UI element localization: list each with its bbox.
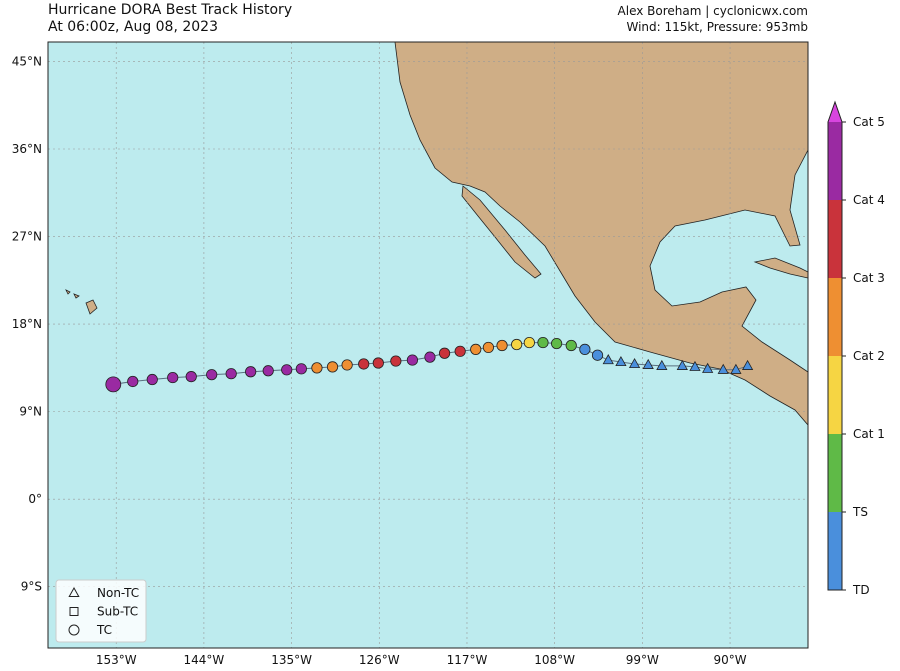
track-point (424, 351, 436, 363)
track-point (702, 362, 714, 373)
track-point (406, 354, 419, 366)
legend-symbol (68, 586, 80, 597)
colorbar-label: Cat 5 (853, 115, 885, 129)
x-tick-label: 153°W (96, 653, 137, 667)
legend-label: Sub-TC (97, 605, 138, 619)
track-point (311, 362, 323, 374)
track-point (295, 363, 307, 375)
track-point (146, 373, 158, 386)
track-point (628, 357, 641, 369)
track-point (730, 363, 742, 374)
x-tick-label: 126°W (359, 653, 400, 667)
track-point (656, 359, 668, 370)
y-tick-label: 9°N (19, 405, 42, 419)
track-point (372, 357, 384, 369)
y-tick-label: 45°N (12, 54, 42, 68)
track-point (326, 361, 339, 373)
track-point (741, 359, 754, 370)
track-point (245, 366, 257, 378)
x-tick-label: 144°W (184, 653, 225, 667)
track-point (615, 356, 627, 367)
track-point (206, 369, 218, 381)
status: Wind: 115kt, Pressure: 953mb (626, 20, 808, 34)
subtitle: At 06:00z, Aug 08, 2023 (48, 19, 218, 35)
colorbar-label: Cat 2 (853, 349, 885, 363)
colorbar: TD TS Cat 1 Cat 2 Cat 3 Cat 4 Cat 5 (827, 100, 885, 597)
legend-label: TC (96, 623, 112, 637)
track-point (127, 375, 139, 388)
grid (48, 42, 808, 648)
title: Hurricane DORA Best Track History (48, 2, 292, 18)
track-point (642, 358, 654, 369)
y-tick-label: 0° (28, 492, 42, 506)
hawaii (85, 299, 98, 315)
colorbar-extension (828, 102, 842, 122)
legend-symbol (68, 624, 80, 636)
track (105, 336, 754, 393)
track-point (537, 336, 549, 349)
y-tick-label: 18°N (12, 317, 42, 331)
track-point (454, 345, 466, 357)
track-point (523, 336, 535, 349)
track-point (689, 360, 701, 371)
track-point (167, 371, 179, 384)
colorbar-label: TD (852, 583, 870, 597)
y-tick-label: 27°N (12, 230, 42, 244)
track-point (551, 337, 563, 350)
colorbar-label: Cat 4 (853, 193, 885, 207)
x-tick-label: 108°W (534, 653, 575, 667)
track-point (262, 365, 274, 377)
track-point (565, 339, 577, 352)
track-point (717, 363, 729, 374)
map-frame (47, 41, 809, 649)
track-point (358, 358, 370, 370)
track-point (591, 349, 604, 361)
colorbar-label: TS (852, 505, 868, 519)
colorbar-segment (828, 512, 842, 590)
legend: Non-TC Sub-TC TC (55, 579, 147, 643)
track-point (185, 371, 197, 383)
y-tick-label: 36°N (12, 142, 42, 156)
track-point (438, 347, 451, 359)
colorbar-label: Cat 1 (853, 427, 885, 441)
track-point (496, 339, 508, 352)
y-tick-label: 9°S (21, 580, 42, 594)
colorbar-segment (828, 434, 842, 512)
colorbar-segment (828, 200, 842, 278)
colorbar-label: Cat 3 (853, 271, 885, 285)
legend-symbol (69, 607, 79, 616)
track-point (390, 355, 402, 367)
hawaii-islets (65, 289, 80, 299)
land (65, 41, 809, 427)
track-point (341, 359, 353, 371)
colorbar-outline (827, 100, 843, 591)
track-point (105, 376, 122, 393)
colorbar-segment (828, 278, 842, 356)
x-tick-label: 117°W (447, 653, 488, 667)
x-tick-label: 135°W (271, 653, 312, 667)
track-point (470, 343, 482, 355)
track-point (482, 341, 495, 354)
baja (461, 185, 542, 279)
track-point (579, 343, 591, 355)
colorbar-segment (828, 356, 842, 434)
track-point (676, 359, 688, 370)
track-point (511, 338, 523, 351)
track-point (602, 354, 614, 365)
x-tick-label: 99°W (626, 653, 659, 667)
legend-label: Non-TC (97, 586, 139, 600)
track-point (281, 364, 293, 376)
x-tick-label: 90°W (713, 653, 746, 667)
credit: Alex Boreham | cyclonicwx.com (618, 4, 808, 18)
colorbar-segment (828, 122, 842, 200)
track-point (225, 368, 237, 380)
